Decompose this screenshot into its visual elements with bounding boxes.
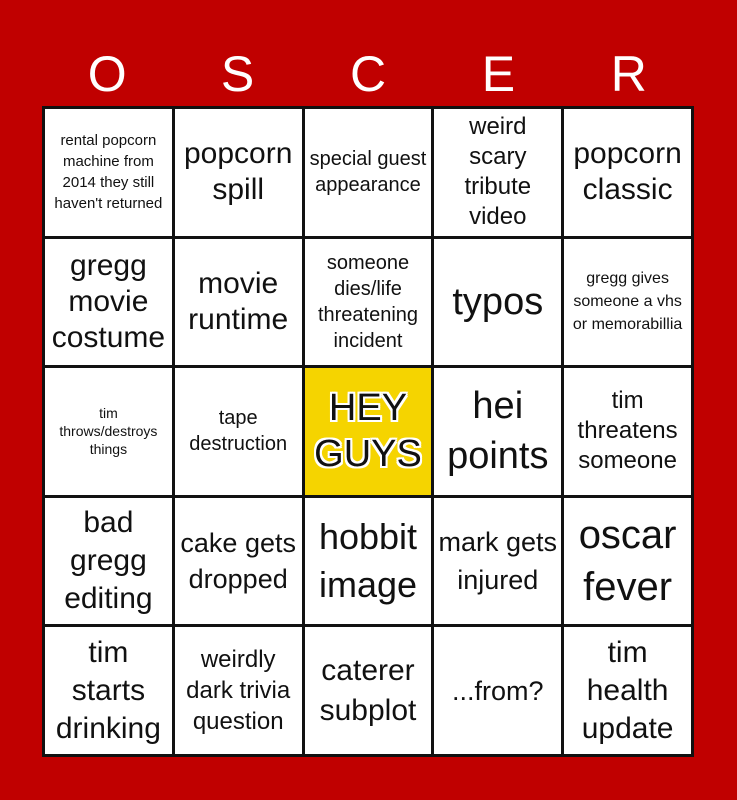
bingo-cell[interactable]: typos	[434, 238, 562, 366]
header-letter: O	[87, 46, 127, 102]
header-letter: S	[220, 46, 255, 102]
bingo-cell[interactable]: caterer subplot	[304, 627, 432, 754]
bingo-cell[interactable]: hobbit image	[304, 497, 432, 625]
bingo-cell[interactable]: tape destruction	[174, 368, 302, 495]
bingo-cell[interactable]: hei points	[434, 368, 562, 495]
bingo-cell[interactable]: tim throws/destroys things	[45, 368, 172, 495]
free-space-cell[interactable]: HEY GUYS	[304, 368, 432, 495]
header-letter: E	[481, 46, 516, 102]
bingo-cell[interactable]: tim starts drinking	[45, 627, 172, 754]
bingo-cell[interactable]: gregg movie costume	[45, 238, 172, 366]
bingo-cell[interactable]: mark gets injured	[434, 497, 562, 625]
bingo-cell[interactable]: bad gregg editing	[45, 497, 172, 625]
bingo-cell[interactable]: special guest appearance	[304, 109, 432, 236]
bingo-cell[interactable]: oscar fever	[564, 497, 691, 625]
bingo-cell[interactable]: cake gets dropped	[174, 497, 302, 625]
bingo-cell[interactable]: rental popcorn machine from 2014 they st…	[45, 109, 172, 236]
bingo-header: O S C E R	[42, 44, 694, 104]
bingo-cell[interactable]: weirdly dark trivia question	[174, 627, 302, 754]
header-letter: C	[349, 46, 387, 102]
bingo-cell[interactable]: someone dies/life threatening incident	[304, 238, 432, 366]
bingo-grid: rental popcorn machine from 2014 they st…	[42, 106, 694, 757]
bingo-cell[interactable]: popcorn spill	[174, 109, 302, 236]
bingo-cell[interactable]: tim health update	[564, 627, 691, 754]
bingo-cell[interactable]: weird scary tribute video	[434, 109, 562, 236]
bingo-cell[interactable]: popcorn classic	[564, 109, 691, 236]
bingo-cell[interactable]: ...from?	[434, 627, 562, 754]
bingo-cell[interactable]: movie runtime	[174, 238, 302, 366]
header-letter: R	[610, 46, 647, 102]
bingo-cell[interactable]: tim threatens someone	[564, 368, 691, 495]
bingo-cell[interactable]: gregg gives someone a vhs or memorabilli…	[564, 238, 691, 366]
